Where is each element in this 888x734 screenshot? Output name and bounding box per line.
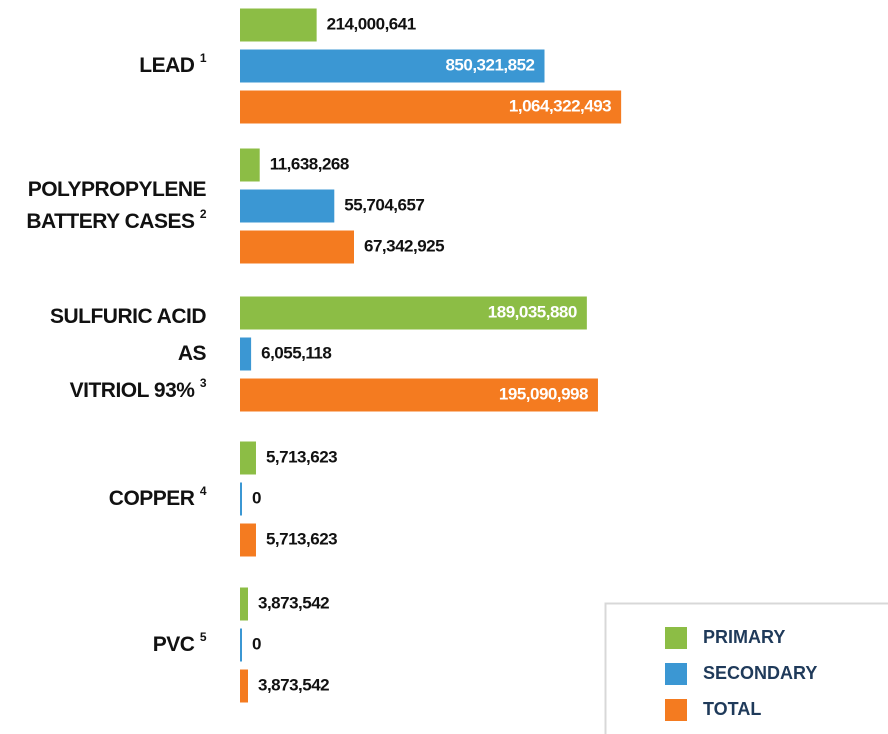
bar [240, 189, 335, 223]
legend-swatch [665, 627, 687, 649]
legend-box [604, 602, 888, 734]
footnote: 4 [200, 484, 207, 498]
bar [240, 49, 545, 83]
category-label: VITRIOL 93% 3 [70, 376, 207, 401]
value-label: 189,035,880 [488, 302, 577, 321]
bar [240, 669, 248, 703]
footnote: 2 [200, 207, 207, 221]
bar [240, 230, 354, 264]
value-label: 1,064,322,493 [509, 96, 611, 115]
value-label: 67,342,925 [364, 236, 444, 255]
bar [240, 148, 260, 182]
value-label: 850,321,852 [445, 55, 534, 74]
value-label: 3,873,542 [258, 593, 329, 612]
bar [240, 378, 598, 412]
category-label: SULFURIC ACID [50, 305, 206, 328]
bar [240, 523, 256, 557]
footnote: 1 [200, 51, 207, 65]
category-text: POLYPROPYLENE [28, 178, 207, 201]
category-text: PVC [153, 633, 195, 656]
value-label: 55,704,657 [344, 195, 424, 214]
category-label: PVC 5 [153, 630, 207, 655]
value-label: 5,713,623 [266, 447, 337, 466]
category-text: LEAD [139, 54, 195, 77]
value-label: 195,090,998 [499, 384, 588, 403]
category-label: COPPER 4 [109, 484, 207, 509]
bar [240, 587, 248, 621]
category-text: SULFURIC ACID [50, 305, 206, 328]
value-label: 11,638,268 [270, 154, 349, 173]
value-label: 3,873,542 [258, 675, 329, 694]
value-label: 5,713,623 [266, 529, 337, 548]
category-text: BATTERY CASES [26, 210, 195, 233]
category-label: LEAD 1 [139, 51, 207, 76]
category-text: AS [178, 342, 207, 365]
footnote: 5 [200, 630, 207, 644]
bar [240, 628, 242, 662]
category-label: BATTERY CASES 2 [26, 207, 206, 232]
value-label: 0 [252, 634, 261, 653]
bar [240, 482, 242, 516]
value-label: 214,000,641 [327, 14, 416, 33]
legend-label: PRIMARY [703, 627, 785, 647]
category-label: POLYPROPYLENE [28, 178, 207, 201]
value-label: 0 [252, 488, 261, 507]
category-text: VITRIOL 93% [70, 379, 196, 402]
bar [240, 441, 256, 475]
value-label: 6,055,118 [261, 343, 331, 362]
category-text: COPPER [109, 487, 195, 510]
legend-label: SECONDARY [703, 663, 817, 683]
legend-label: TOTAL [703, 699, 761, 719]
category-label: AS [178, 342, 207, 365]
bar [240, 337, 252, 371]
bar [240, 296, 587, 330]
footnote: 3 [200, 376, 207, 390]
bar [240, 90, 622, 124]
legend-swatch [665, 699, 687, 721]
legend-swatch [665, 663, 687, 685]
bar [240, 8, 317, 42]
